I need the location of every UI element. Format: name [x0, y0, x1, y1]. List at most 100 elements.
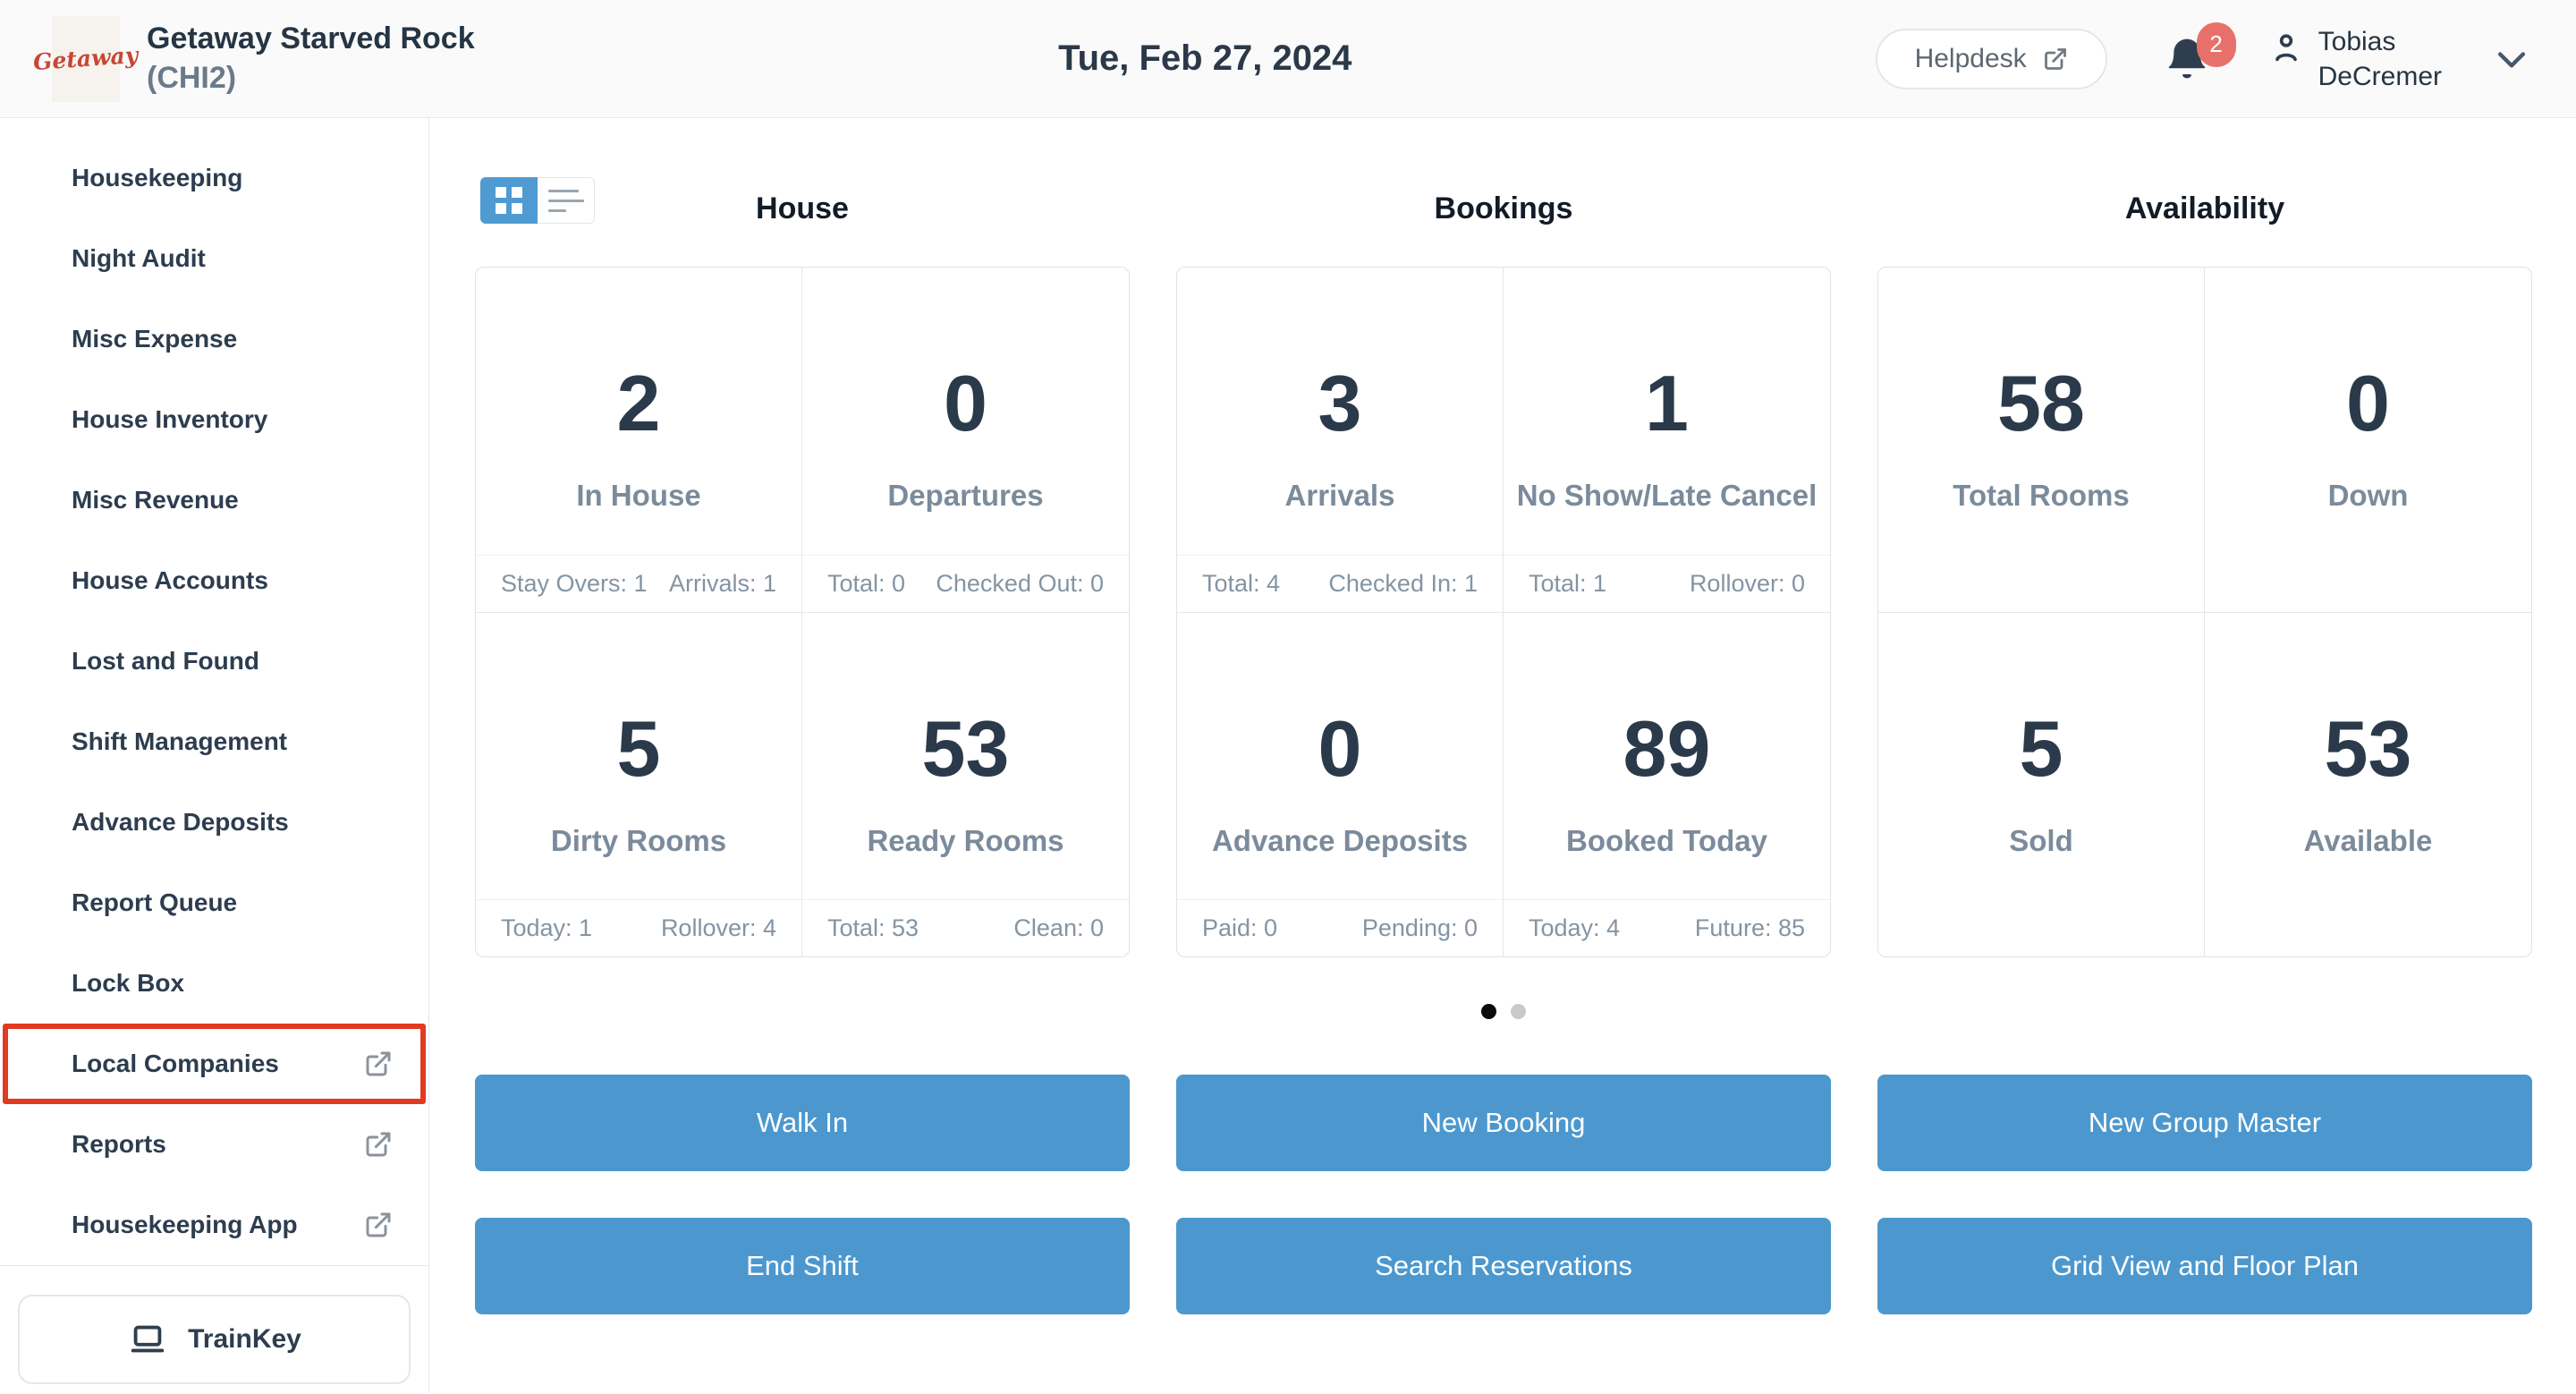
getaway-logo-text: Getaway: [33, 42, 140, 75]
notification-count-badge: 2: [2197, 22, 2236, 67]
sidebar-item-label: Housekeeping App: [72, 1211, 298, 1239]
user-last-name: DeCremer: [2318, 59, 2442, 94]
footer-left: Total: 4: [1202, 570, 1280, 598]
stat-card-total-rooms: 58 Total Rooms: [1878, 268, 2205, 613]
stat-card-footer: Today: 1 Rollover: 4: [476, 899, 801, 956]
sidebar-item-house-inventory[interactable]: House Inventory: [0, 379, 428, 460]
stat-value: 2: [617, 364, 661, 443]
stat-card-footer: Total: 4 Checked In: 1: [1177, 555, 1503, 612]
stat-value: 53: [922, 710, 1010, 788]
end-shift-button[interactable]: End Shift: [475, 1218, 1130, 1314]
stat-label: Down: [2328, 479, 2409, 513]
stat-card-footer: Total: 0 Checked Out: 0: [802, 555, 1129, 612]
footer-right: Pending: 0: [1362, 914, 1478, 942]
stat-card-footer: Today: 4 Future: 85: [1504, 899, 1830, 956]
current-date: Tue, Feb 27, 2024: [535, 38, 1876, 79]
footer-left: Paid: 0: [1202, 914, 1277, 942]
carousel-pagination: [475, 1004, 2532, 1019]
stat-value: 3: [1318, 364, 1362, 443]
bookings-card-group: 3 Arrivals Total: 4 Checked In: 1 1 No S…: [1176, 267, 1831, 957]
external-link-icon: [364, 1211, 393, 1239]
column-title-house: House: [756, 191, 849, 226]
stat-value: 0: [1318, 710, 1362, 788]
trainkey-button[interactable]: TrainKey: [18, 1295, 411, 1384]
walk-in-button[interactable]: Walk In: [475, 1075, 1130, 1171]
availability-card-group: 58 Total Rooms 0 Down 5 Sold 53 Availabl…: [1877, 267, 2532, 957]
footer-right: Checked Out: 0: [936, 570, 1104, 598]
list-view-button[interactable]: [538, 177, 595, 224]
sidebar-item-advance-deposits[interactable]: Advance Deposits: [0, 782, 428, 863]
search-reservations-button[interactable]: Search Reservations: [1176, 1218, 1831, 1314]
stat-label: Ready Rooms: [867, 824, 1063, 858]
list-view-icon: [548, 190, 584, 212]
sidebar-item-housekeeping[interactable]: Housekeeping: [0, 138, 428, 218]
property-name: Getaway Starved Rock: [147, 20, 475, 59]
stat-card-footer: Total: 1 Rollover: 0: [1504, 555, 1830, 612]
sidebar-item-label: Lock Box: [72, 969, 184, 998]
sidebar-item-misc-revenue[interactable]: Misc Revenue: [0, 460, 428, 540]
user-menu[interactable]: Tobias DeCremer: [2268, 24, 2442, 94]
stat-value: 5: [2020, 710, 2063, 788]
view-toggle: [480, 177, 595, 224]
stat-value: 89: [1623, 710, 1711, 788]
bookings-column-header: Bookings: [1176, 183, 1831, 234]
footer-left: Today: 4: [1529, 914, 1620, 942]
footer-left: Total: 1: [1529, 570, 1606, 598]
stat-card-down: 0 Down: [2205, 268, 2531, 613]
stat-card-ready-rooms: 53 Ready Rooms Total: 53 Clean: 0: [802, 613, 1129, 957]
stat-card-departures: 0 Departures Total: 0 Checked Out: 0: [802, 268, 1129, 613]
stat-label: In House: [576, 479, 700, 513]
availability-column-header: Availability: [1877, 183, 2532, 234]
stat-card-footer: Stay Overs: 1 Arrivals: 1: [476, 555, 801, 612]
pagination-dot-active[interactable]: [1481, 1004, 1496, 1019]
new-booking-button[interactable]: New Booking: [1176, 1075, 1831, 1171]
stat-card-dirty-rooms: 5 Dirty Rooms Today: 1 Rollover: 4: [476, 613, 802, 957]
grid-view-button[interactable]: [480, 177, 538, 224]
sidebar-nav: Housekeeping Night Audit Misc Expense Ho…: [0, 138, 428, 1265]
sidebar-item-label: Misc Revenue: [72, 486, 239, 514]
stat-card-footer: Total: 53 Clean: 0: [802, 899, 1129, 956]
stat-label: Sold: [2009, 824, 2073, 858]
sidebar-item-housekeeping-app[interactable]: Housekeeping App: [0, 1185, 428, 1265]
app-header: Getaway Getaway Starved Rock (CHI2) Tue,…: [0, 0, 2576, 118]
sidebar-item-label: Night Audit: [72, 244, 206, 273]
stat-value: 0: [2346, 364, 2390, 443]
stat-value: 53: [2325, 710, 2412, 788]
sidebar-item-night-audit[interactable]: Night Audit: [0, 218, 428, 299]
sidebar-item-reports[interactable]: Reports: [0, 1104, 428, 1185]
column-title-bookings: Bookings: [1435, 191, 1573, 226]
stat-label: Departures: [887, 479, 1043, 513]
notifications-button[interactable]: 2: [2163, 33, 2213, 85]
sidebar-item-local-companies[interactable]: Local Companies: [3, 1024, 426, 1104]
laptop-icon: [127, 1319, 168, 1360]
footer-left: Stay Overs: 1: [501, 570, 648, 598]
external-link-icon: [364, 1130, 393, 1159]
house-card-group: 2 In House Stay Overs: 1 Arrivals: 1 0 D…: [475, 267, 1130, 957]
footer-right: Rollover: 0: [1690, 570, 1805, 598]
sidebar-item-house-accounts[interactable]: House Accounts: [0, 540, 428, 621]
helpdesk-button[interactable]: Helpdesk: [1876, 29, 2107, 89]
stat-value: 0: [944, 364, 987, 443]
sidebar-item-label: Reports: [72, 1130, 166, 1159]
chevron-down-icon[interactable]: [2492, 39, 2531, 79]
sidebar-item-report-queue[interactable]: Report Queue: [0, 863, 428, 943]
grid-view-icon: [496, 187, 522, 214]
stat-card-available: 53 Available: [2205, 613, 2531, 957]
stat-label: Dirty Rooms: [551, 824, 726, 858]
property-title: Getaway Starved Rock (CHI2): [147, 20, 475, 98]
sidebar-item-shift-management[interactable]: Shift Management: [0, 701, 428, 782]
column-title-availability: Availability: [2125, 191, 2284, 226]
sidebar-item-lock-box[interactable]: Lock Box: [0, 943, 428, 1024]
external-link-icon: [364, 1050, 393, 1078]
sidebar-item-label: House Inventory: [72, 405, 267, 434]
sidebar-item-lost-and-found[interactable]: Lost and Found: [0, 621, 428, 701]
grid-view-floor-plan-button[interactable]: Grid View and Floor Plan: [1877, 1218, 2532, 1314]
stat-card-footer: Paid: 0 Pending: 0: [1177, 899, 1503, 956]
footer-left: Total: 53: [827, 914, 919, 942]
person-icon: [2268, 30, 2304, 65]
pagination-dot[interactable]: [1511, 1004, 1526, 1019]
sidebar-item-misc-expense[interactable]: Misc Expense: [0, 299, 428, 379]
property-code: (CHI2): [147, 59, 475, 98]
new-group-master-button[interactable]: New Group Master: [1877, 1075, 2532, 1171]
sidebar-item-label: Lost and Found: [72, 647, 259, 676]
